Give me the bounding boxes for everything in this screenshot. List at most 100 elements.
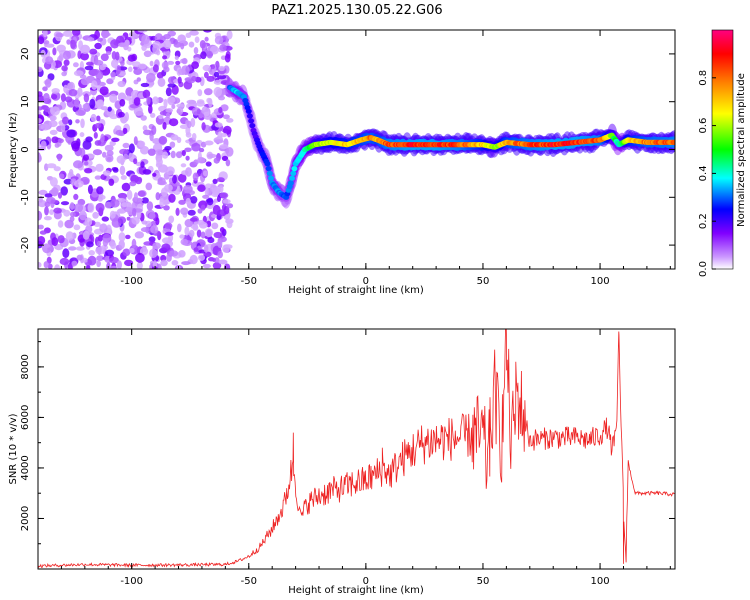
noise-blob — [51, 88, 60, 94]
noise-blob — [157, 77, 166, 87]
noise-blob — [50, 106, 60, 116]
noise-blob — [95, 246, 105, 255]
noise-blob — [146, 96, 151, 105]
noise-blob — [49, 177, 58, 187]
ridge-core — [265, 166, 272, 172]
y-tick-label: 0 — [20, 146, 31, 152]
noise-blob — [193, 221, 198, 230]
noise-blob — [122, 248, 131, 257]
noise-blob — [132, 208, 137, 217]
noise-blob — [117, 80, 126, 88]
noise-blob — [141, 197, 149, 204]
noise-blob — [214, 139, 224, 144]
noise-blob — [46, 163, 57, 169]
noise-blob — [57, 192, 63, 199]
noise-blob — [190, 196, 198, 204]
noise-blob — [123, 153, 129, 160]
noise-blob — [170, 150, 176, 159]
noise-blob — [43, 261, 49, 269]
noise-blob — [62, 116, 69, 125]
noise-blob — [43, 40, 50, 45]
noise-blob — [102, 170, 111, 176]
ridge-core — [249, 123, 256, 129]
noise-blob — [53, 207, 62, 214]
noise-blob — [63, 84, 69, 94]
noise-blob — [134, 176, 143, 185]
ridge-core — [264, 161, 271, 167]
noise-blob — [217, 131, 223, 140]
noise-blob — [164, 231, 174, 236]
noise-blob — [63, 50, 71, 60]
noise-blob — [84, 65, 94, 71]
noise-blob — [84, 168, 93, 174]
noise-blob — [196, 108, 201, 115]
noise-blob — [193, 47, 199, 55]
noise-blob — [185, 197, 191, 205]
noise-blob — [41, 244, 51, 248]
x-tick-label: -50 — [241, 576, 257, 587]
noise-blob — [217, 239, 223, 249]
noise-blob — [193, 247, 199, 252]
noise-blob — [141, 220, 148, 225]
colorbar-tick-label: 0.6 — [698, 118, 709, 134]
noise-blob — [196, 100, 205, 107]
noise-blob — [74, 98, 80, 108]
noise-blob — [205, 229, 212, 238]
noise-blob — [86, 241, 94, 248]
x-tick-label: -50 — [241, 276, 257, 287]
noise-blob — [184, 226, 190, 236]
noise-blob — [51, 94, 58, 100]
x-tick-label: 0 — [363, 276, 369, 287]
noise-blob — [185, 155, 190, 161]
noise-blob — [152, 172, 157, 177]
noise-blob — [140, 115, 147, 121]
noise-blob — [95, 163, 104, 172]
noise-blob — [191, 61, 200, 69]
noise-blob — [74, 203, 84, 213]
noise-blob — [67, 82, 74, 90]
noise-blob — [97, 196, 103, 202]
noise-blob — [80, 118, 85, 129]
noise-blob — [162, 121, 167, 130]
noise-blob — [135, 252, 145, 263]
noise-blob — [175, 207, 180, 216]
noise-blob — [119, 99, 126, 107]
noise-blob — [92, 211, 99, 219]
noise-blob — [213, 71, 220, 78]
noise-blob — [75, 109, 86, 116]
y-tick-label: 10 — [20, 95, 31, 108]
noise-blob — [63, 30, 73, 37]
noise-blob — [138, 63, 147, 70]
noise-blob — [163, 34, 171, 40]
x-tick-label: 100 — [591, 576, 610, 587]
noise-blob — [197, 184, 206, 192]
noise-blob — [110, 199, 120, 208]
noise-blob — [181, 57, 188, 65]
noise-blob — [148, 212, 156, 220]
y-tick-label: 2000 — [20, 506, 31, 531]
noise-blob — [211, 257, 216, 262]
noise-blob — [53, 166, 61, 172]
ridge-core — [672, 139, 675, 145]
noise-blob — [226, 220, 233, 229]
noise-blob — [150, 112, 156, 118]
noise-blob — [181, 261, 191, 266]
noise-blob — [128, 66, 133, 73]
noise-blob — [97, 37, 103, 42]
colorbar-ticks: 0.0 0.2 0.4 0.6 0.8 — [698, 70, 716, 277]
noise-blob — [156, 263, 162, 269]
noise-blob — [141, 44, 147, 52]
noise-blob — [164, 146, 172, 151]
noise-blob — [111, 51, 117, 60]
noise-blob — [73, 62, 79, 68]
noise-blob — [203, 251, 212, 258]
noise-blob — [162, 55, 168, 60]
noise-blob — [94, 30, 100, 40]
noise-blob — [178, 250, 186, 258]
noise-blob — [60, 186, 68, 196]
noise-blob — [202, 170, 208, 177]
noise-blob — [146, 201, 154, 211]
noise-blob — [218, 95, 225, 101]
noise-blob — [73, 70, 84, 77]
